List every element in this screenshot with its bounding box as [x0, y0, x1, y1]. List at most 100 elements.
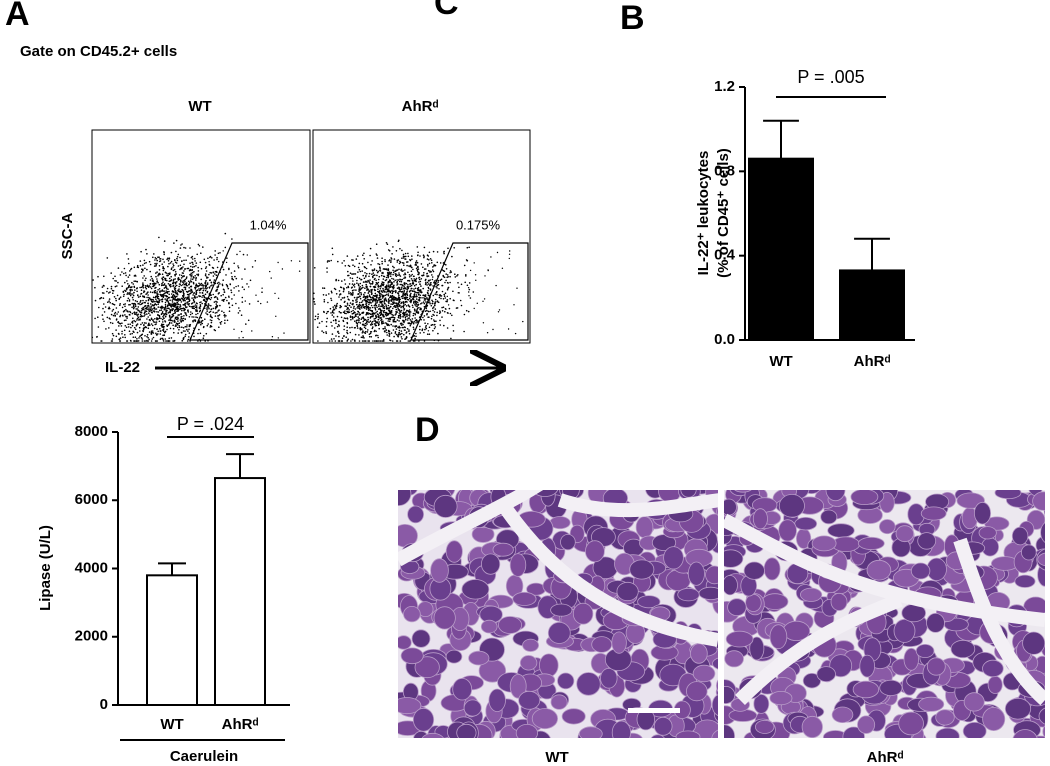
flow-dot	[241, 331, 242, 332]
flow-dot	[475, 274, 476, 275]
flow-dot	[380, 285, 382, 287]
flow-dot	[213, 259, 215, 261]
flow-dot	[362, 332, 364, 334]
flow-dot	[347, 338, 349, 340]
flow-dot	[516, 288, 517, 289]
flow-dot	[322, 287, 324, 289]
flow-dot	[367, 331, 369, 333]
flow-dot	[445, 297, 447, 299]
flow-dot	[411, 270, 413, 272]
flow-dot	[166, 314, 168, 316]
flow-dot	[393, 285, 395, 287]
flow-dot	[216, 257, 218, 259]
flow-dot	[174, 296, 176, 298]
flow-dot	[200, 252, 202, 254]
flow-dot	[404, 327, 406, 329]
flow-dot	[382, 291, 384, 293]
flow-dot	[401, 250, 403, 252]
acinus	[617, 582, 638, 600]
flow-dot	[412, 283, 414, 285]
flow-dot	[384, 303, 386, 305]
flow-dot	[198, 329, 200, 331]
flow-dot	[440, 298, 442, 300]
flow-dot	[205, 297, 207, 299]
flow-dot	[192, 306, 194, 308]
flow-dot	[321, 321, 323, 323]
flow-dot	[211, 257, 213, 259]
flow-dot	[394, 258, 396, 260]
flow-dot	[124, 310, 126, 312]
flow-dot	[108, 327, 110, 329]
flow-dot	[127, 324, 129, 326]
flow-dot	[200, 301, 202, 303]
flow-dot	[102, 318, 104, 320]
flow-dot	[422, 297, 424, 299]
flow-dot	[180, 316, 182, 318]
flow-dot	[397, 261, 399, 263]
flow-dot	[344, 310, 346, 312]
flow-dot	[220, 295, 222, 297]
flow-dot	[417, 246, 419, 248]
flow-dot	[155, 290, 157, 292]
flow-dot	[473, 291, 475, 293]
flow-dot	[231, 238, 233, 240]
flow-dot	[408, 314, 410, 316]
flow-dot	[352, 278, 354, 280]
y-tick-label: 6000	[75, 491, 108, 508]
panel-a: A Gate on CD45.2+ cells WT AhRᵈ 1.04% 0.…	[5, 0, 530, 376]
flow-dot	[234, 276, 236, 278]
flow-dot	[434, 321, 436, 323]
flow-dot	[354, 316, 356, 318]
flow-dot	[110, 272, 112, 274]
flow-dot	[392, 291, 394, 293]
flow-dot	[434, 311, 436, 313]
flow-dot	[441, 307, 443, 309]
flow-dot	[379, 317, 381, 319]
flow-dot	[197, 333, 199, 335]
flow-dot	[421, 292, 423, 294]
flow-dot	[395, 291, 397, 293]
flow-dot	[415, 284, 417, 286]
flow-dot	[375, 315, 377, 317]
flow-dot	[329, 260, 331, 262]
flow-dot	[378, 297, 380, 299]
flow-dot	[189, 324, 191, 326]
flow-dot	[415, 262, 417, 264]
flow-dot	[132, 325, 134, 327]
y-tick-label: 8000	[75, 423, 108, 440]
flow-dot	[210, 309, 212, 311]
flow-dot	[356, 307, 358, 309]
flow-dot	[138, 340, 140, 342]
flow-dot	[463, 331, 465, 333]
flow-dot	[344, 325, 346, 327]
flow-dot	[373, 313, 375, 315]
flow-dot	[153, 253, 155, 255]
flow-dot	[412, 290, 414, 292]
flow-dot	[127, 292, 129, 294]
flow-dot	[401, 333, 403, 335]
flow-dot	[381, 306, 383, 308]
flow-dot	[217, 267, 219, 269]
flow-dot	[390, 262, 392, 264]
flow-dot	[136, 291, 138, 293]
flow-dot	[211, 297, 213, 299]
flow-dot	[365, 325, 367, 327]
flow-dot	[195, 265, 197, 267]
flow-dot	[127, 283, 129, 285]
flow-dot	[137, 314, 139, 316]
flow-dot	[396, 309, 398, 311]
flow-dot	[426, 328, 428, 330]
flow-dot	[178, 325, 180, 327]
flow-dot	[203, 285, 205, 287]
flow-dot	[376, 311, 378, 313]
flow-dot	[364, 267, 366, 269]
flow-dot	[128, 263, 130, 265]
flow-dot	[192, 302, 194, 304]
flow-dot	[140, 324, 142, 326]
flow-dot	[214, 250, 216, 252]
flow-dot	[208, 308, 210, 310]
flow-dot	[194, 295, 196, 297]
flow-dot	[347, 255, 349, 257]
flow-dot	[374, 274, 376, 276]
flow-dot	[137, 332, 139, 334]
